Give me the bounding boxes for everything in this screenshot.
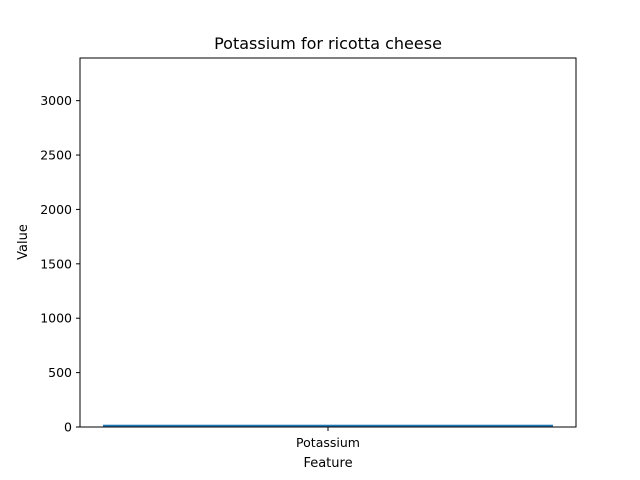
y-tick-label: 500 [48,365,72,380]
x-tick-label: Potassium [296,435,360,450]
y-tick-label: 2500 [40,148,72,163]
plot-area: 0 500 1000 1500 2000 2500 3000 Potassium [40,93,553,450]
y-axis-label: Value [16,224,31,260]
chart-title: Potassium for ricotta cheese [214,34,442,53]
y-tick-label: 2000 [40,202,72,217]
y-tick-label: 1000 [40,311,72,326]
bar-potassium [103,424,553,427]
y-tick-label: 0 [64,420,72,435]
x-axis-label: Feature [303,456,352,471]
y-tick-label: 1500 [40,256,72,271]
y-tick-label: 3000 [40,93,72,108]
plot-frame [79,57,577,428]
